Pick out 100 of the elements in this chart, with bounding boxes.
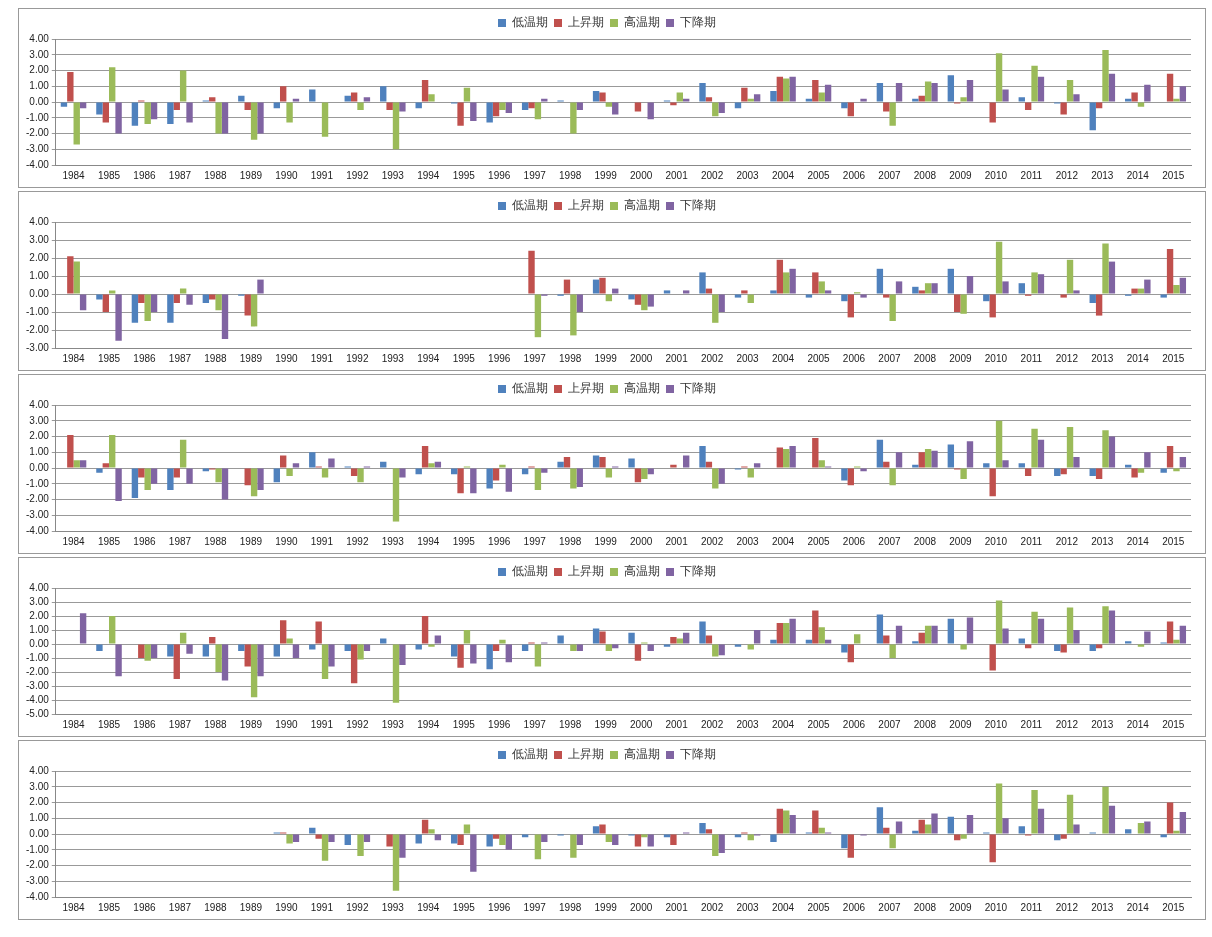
bar [1073, 94, 1080, 102]
bar [776, 447, 784, 468]
x-tick-label: 2012 [1055, 718, 1079, 730]
bar [1037, 76, 1045, 102]
bar [392, 834, 400, 891]
x-tick-label: 1998 [559, 169, 582, 181]
x-tick-label: 2000 [630, 352, 653, 364]
bar [612, 102, 619, 115]
bar [1060, 468, 1067, 475]
bar [186, 102, 193, 123]
x-tick-label: 1994 [417, 901, 440, 913]
x-tick-label: 2011 [1020, 718, 1043, 730]
y-tick-label: 0.00 [29, 637, 50, 649]
x-tick-label: 2005 [807, 169, 831, 181]
x-tick-label: 1988 [204, 352, 227, 364]
bar [718, 294, 725, 312]
bar [202, 644, 210, 657]
bar [847, 294, 854, 318]
bar [1179, 811, 1187, 834]
bar [505, 644, 512, 663]
bar [753, 94, 761, 102]
x-tick-label: 2002 [700, 535, 724, 547]
legend-label: 下降期 [680, 564, 716, 579]
bar [712, 834, 719, 857]
x-tick-label: 2011 [1020, 901, 1043, 913]
x-tick-label: 1990 [275, 352, 298, 364]
bar [1125, 464, 1132, 468]
legend-label: 低温期 [512, 747, 548, 762]
bar [1037, 274, 1045, 294]
x-tick-label: 1987 [168, 901, 192, 913]
bar [450, 644, 458, 657]
x-tick-label: 1984 [62, 901, 86, 913]
bar [250, 294, 258, 327]
x-tick-label: 1995 [452, 901, 476, 913]
x-tick-label: 1996 [488, 352, 511, 364]
bar [1144, 821, 1151, 834]
x-tick-label: 2008 [913, 718, 937, 730]
x-tick-label: 1991 [310, 901, 334, 913]
bar [966, 815, 974, 834]
x-tick-label: 2006 [842, 901, 866, 913]
bar [699, 822, 706, 834]
bar [676, 638, 683, 644]
bar [486, 468, 493, 489]
bar [918, 452, 925, 468]
x-tick-label: 2011 [1020, 352, 1043, 364]
bar [876, 439, 884, 468]
bar [505, 834, 512, 850]
bar [470, 102, 477, 121]
bar [244, 468, 251, 486]
bar [79, 613, 87, 644]
x-tick-label: 2004 [771, 901, 795, 913]
bar [1066, 607, 1074, 644]
x-tick-label: 1984 [62, 169, 86, 181]
legend-label: 下降期 [680, 381, 716, 396]
x-tick-label: 1996 [488, 535, 511, 547]
bar [144, 468, 151, 491]
bar [1108, 436, 1116, 468]
bar [463, 630, 471, 644]
bar [1137, 288, 1145, 294]
x-tick-label: 1998 [559, 901, 582, 913]
bar [612, 288, 619, 294]
bar [628, 294, 635, 300]
x-tick-label: 1991 [310, 169, 334, 181]
x-tick-label: 1984 [62, 535, 86, 547]
bar [960, 294, 967, 314]
bar [634, 834, 642, 847]
y-tick-label: -3.00 [26, 143, 50, 154]
x-tick-label: 1992 [346, 352, 369, 364]
x-tick-label: 2009 [949, 352, 972, 364]
x-tick-label: 1985 [97, 718, 121, 730]
x-tick-label: 1997 [523, 352, 547, 364]
y-tick-label: -2.00 [26, 665, 50, 677]
legend-label: 上昇期 [568, 381, 604, 396]
x-tick-label: 2012 [1055, 901, 1079, 913]
bar [699, 272, 706, 294]
bar [292, 644, 300, 658]
bar [534, 294, 542, 338]
y-tick-label: 3.00 [29, 233, 50, 245]
bar [470, 468, 477, 494]
bar [776, 76, 784, 102]
x-tick-label: 1997 [523, 169, 547, 181]
bar [989, 468, 996, 497]
bar [73, 261, 80, 294]
x-tick-label: 1995 [452, 169, 476, 181]
bar [947, 444, 955, 468]
bar [186, 294, 193, 305]
bar [499, 464, 506, 468]
bar [783, 78, 790, 102]
bar [641, 468, 648, 480]
bar [670, 637, 677, 644]
y-tick-label: -2.00 [26, 127, 50, 139]
bar [947, 816, 955, 834]
bar [1173, 830, 1180, 834]
x-tick-label: 1997 [523, 901, 547, 913]
bar [912, 98, 919, 102]
bar [392, 644, 400, 703]
bar [1102, 606, 1109, 644]
x-tick-label: 1992 [346, 901, 369, 913]
bar [592, 455, 600, 468]
bar [924, 283, 932, 294]
